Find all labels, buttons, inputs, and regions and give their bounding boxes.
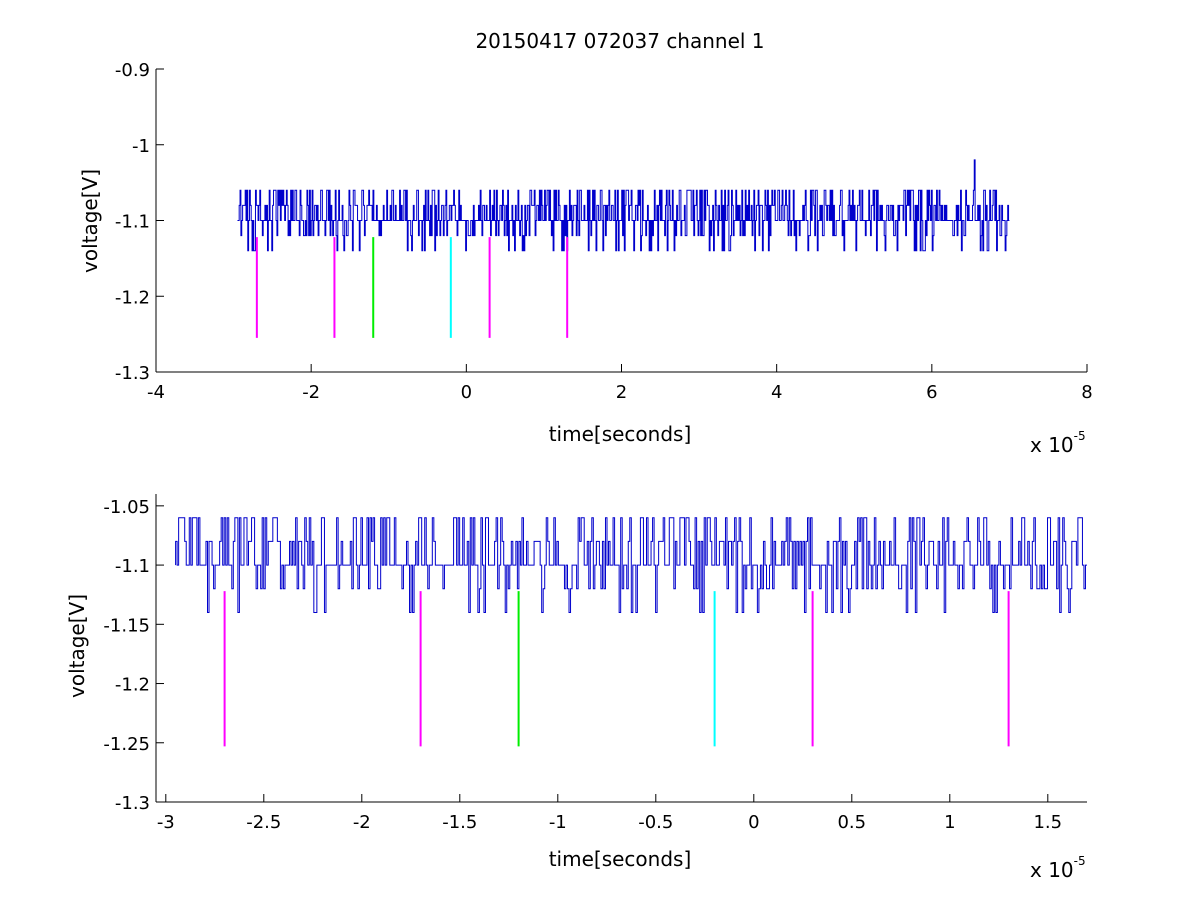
bottom-x-tick-label-6: 0 bbox=[748, 812, 759, 833]
bottom-marker-layer bbox=[223, 591, 1010, 747]
top-x-tick-label-5: 6 bbox=[926, 382, 937, 403]
bottom-y-tick-label-5: -1.05 bbox=[103, 497, 150, 518]
top-y-axis-label: voltage[V] bbox=[78, 169, 102, 273]
bottom-x-exponent-power: -5 bbox=[1074, 854, 1086, 868]
bottom-x-tick-label-0: -3 bbox=[157, 812, 175, 833]
bottom-y-axis-label: voltage[V] bbox=[65, 594, 89, 698]
bottom-y-tick-label-4: -1.1 bbox=[115, 556, 150, 577]
top-y-tick-label-4: -0.9 bbox=[115, 60, 150, 81]
bottom-x-tick-label-9: 1.5 bbox=[1033, 812, 1062, 833]
bottom-y-tick-label-1: -1.25 bbox=[103, 734, 150, 755]
top-x-axis-label: time[seconds] bbox=[549, 422, 692, 446]
top-x-tick-label-0: -4 bbox=[147, 382, 165, 403]
top-x-exponent-base: x 10 bbox=[1030, 433, 1074, 457]
top-x-exponent-label: x 10-5 bbox=[1030, 429, 1086, 457]
bottom-y-tick-label-2: -1.2 bbox=[115, 675, 150, 696]
bottom-signal-line bbox=[175, 517, 1087, 613]
bottom-x-tick-label-5: -0.5 bbox=[638, 812, 673, 833]
bottom-x-tick-label-4: -1 bbox=[549, 812, 567, 833]
bottom-y-tick-label-0: -1.3 bbox=[115, 793, 150, 814]
top-y-tick-label-1: -1.2 bbox=[115, 287, 150, 308]
top-x-tick-label-6: 8 bbox=[1081, 382, 1092, 403]
bottom-x-exponent-label: x 10-5 bbox=[1030, 854, 1086, 882]
bottom-x-exponent-base: x 10 bbox=[1030, 858, 1074, 882]
bottom-plot: -3 -2.5 -2 -1.5 -1 -0.5 0 0.5 1 1.5 -1.3 -1.25 -1.2 -… bbox=[65, 494, 1087, 882]
top-y-tick-label-3: -1 bbox=[132, 136, 150, 157]
bottom-x-tick-label-2: -2 bbox=[353, 812, 371, 833]
top-signal-layer bbox=[237, 159, 1010, 252]
bottom-axes: -3 -2.5 -2 -1.5 -1 -0.5 0 0.5 1 1.5 -1.3 -1.25 -1.2 -… bbox=[103, 494, 1087, 833]
top-marker-layer bbox=[255, 237, 569, 338]
bottom-x-tick-label-3: -1.5 bbox=[442, 812, 477, 833]
top-x-tick-label-3: 2 bbox=[616, 382, 627, 403]
top-x-exponent-power: -5 bbox=[1074, 429, 1086, 443]
bottom-y-tick-label-3: -1.15 bbox=[103, 615, 150, 636]
top-axes: -4 -2 0 2 4 6 8 -1.3 -1.2 -1.1 -1 -0.9 bbox=[115, 60, 1093, 403]
bottom-x-axis-label: time[seconds] bbox=[549, 847, 692, 871]
bottom-x-tick-label-8: 1 bbox=[944, 812, 955, 833]
figure-title: 20150417 072037 channel 1 bbox=[475, 29, 764, 53]
top-plot: -4 -2 0 2 4 6 8 -1.3 -1.2 -1.1 -1 -0.9 time[seconds… bbox=[78, 60, 1093, 457]
bottom-x-tick-label-1: -2.5 bbox=[246, 812, 281, 833]
top-y-tick-label-0: -1.3 bbox=[115, 363, 150, 384]
bottom-x-tick-label-7: 0.5 bbox=[837, 812, 866, 833]
top-x-tick-label-1: -2 bbox=[302, 382, 320, 403]
top-x-tick-label-4: 4 bbox=[771, 382, 782, 403]
top-y-tick-label-2: -1.1 bbox=[115, 212, 150, 233]
top-x-tick-label-2: 0 bbox=[461, 382, 472, 403]
bottom-signal-layer bbox=[175, 517, 1087, 613]
top-signal-line bbox=[237, 159, 1010, 252]
